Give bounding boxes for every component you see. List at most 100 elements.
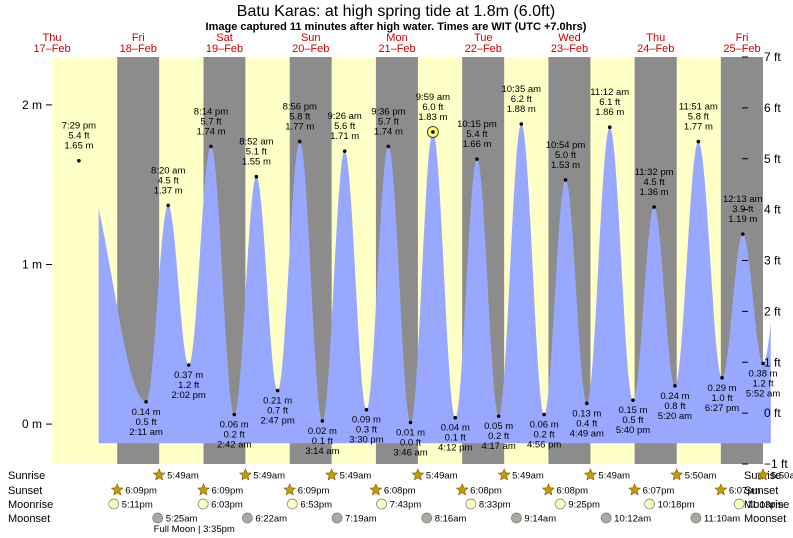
high-tide-ft: 4.5 ft [644,177,665,188]
sunrise-icon [670,468,684,481]
high-tide-time: 11:12 am [590,87,629,98]
low-tide-m-label: 0.09 m [352,415,381,426]
sunrise-time: 5:50am [685,471,717,482]
tide-point [761,361,765,366]
low-tide-ft: 0.3 ft [356,425,377,436]
moonset-icon [600,512,612,524]
high-tide-time: 11:51 am [679,102,718,113]
low-tide-time: 2:47 pm [260,416,294,427]
day-date-label: 17–Feb [33,43,70,55]
day-of-week-label: Sat [216,32,233,44]
high-tide-m-label: 1.74 m [374,126,403,137]
day-date-label: 25–Feb [723,43,760,55]
high-tide-time: 9:36 pm [371,106,405,117]
moonset-time: 11:10am [704,514,740,525]
low-tide-time: 4:12 pm [438,443,472,454]
high-tide-ft: 5.8 ft [688,112,709,123]
low-tide-ft: 0.1 ft [445,433,466,444]
high-tide-ft: 5.4 ft [68,131,89,142]
low-tide-time: 2:02 pm [172,390,206,401]
moonrise-icon [108,498,120,510]
moonset-icon [242,512,253,524]
moonrise-icon [554,498,566,510]
sunrise-time: 5:49am [167,471,199,482]
sunset-icon [110,483,124,496]
high-tide-m-label: 1.86 m [595,107,624,118]
row-label-left: Moonrise [8,499,53,511]
sunrise-icon [411,468,425,481]
high-tide-m-label: 1.71 m [330,131,359,142]
moonset-time: 5:25am [166,514,198,525]
chart-title: Batu Karas: at high spring tide at 1.8m … [237,3,555,20]
moonrise-time: 8:33pm [479,500,511,511]
day-of-week-label: Sun [301,32,321,44]
tide-point [186,363,191,367]
low-tide-time: 3:30 pm [349,435,383,446]
tide-point [232,412,237,417]
right-axis-label: 2 ft [764,304,781,318]
high-tide-m-label: 1.36 m [640,187,669,198]
day-date-label: 23–Feb [551,43,588,55]
low-tide-m-label: 0.14 m [132,407,161,418]
low-tide-m-label: 0.29 m [708,383,737,394]
low-tide-ft: 0.7 ft [267,406,288,417]
high-tide-ft: 6.2 ft [511,94,532,105]
low-tide-ft: 1.0 ft [711,393,732,404]
low-tide-time: 5:52 am [746,388,780,399]
high-tide-ft: 3.9 ft [732,204,753,215]
low-tide-ft: 0.4 ft [576,418,597,429]
moonset-time: 8:16am [435,514,467,525]
tide-point [254,174,259,179]
tide-curve-area [98,124,771,444]
low-tide-m-label: 0.13 m [572,408,601,419]
row-label-left: Sunset [8,485,42,497]
sunset-time: 6:08pm [556,486,588,497]
low-tide-time: 3:46 am [393,448,427,459]
moonrise-time: 10:18pm [658,500,695,511]
low-tide-ft: 0.2 ft [488,431,509,442]
high-tide-m-label: 1.19 m [728,214,757,225]
sunrise-time: 5:49am [340,471,372,482]
high-tide-time: 9:59 am [416,92,450,103]
tide-point [209,144,213,149]
moonset-icon [511,512,522,524]
high-tide-ft: 5.1 ft [246,147,267,158]
low-tide-ft: 0.8 ft [664,401,685,412]
high-tide-m-label: 1.77 m [285,122,314,133]
moonrise-icon [376,498,387,510]
day-of-week-label: Mon [386,32,407,44]
moonset-time: 6:22am [255,514,287,525]
high-tide-m-label: 1.74 m [196,126,225,137]
sunset-time: 6:09pm [298,486,330,497]
sunset-icon [714,483,728,496]
moonset-time: 7:19am [345,514,377,525]
sunrise-icon [238,468,252,481]
moonset-icon [421,512,433,524]
moonrise-icon [644,498,655,510]
low-tide-ft: 0.5 ft [622,415,643,426]
tide-point [496,414,501,418]
high-tide-time: 10:15 pm [457,119,497,130]
low-tide-m-label: 0.37 m [174,370,203,381]
tide-point [652,205,656,209]
low-tide-m-label: 0.38 m [749,368,778,379]
sunrise-icon [325,468,339,481]
sunset-time: 6:09pm [125,486,157,497]
high-tide-m-label: 1.88 m [507,104,536,115]
sunset-icon [369,483,383,496]
tide-point [740,232,745,236]
high-tide-time: 7:29 pm [62,121,96,132]
right-axis-label: −1 ft [764,457,788,471]
high-tide-time: 9:26 am [327,111,361,122]
high-tide-m-label: 1.83 m [418,112,447,123]
sunset-icon [628,483,642,496]
sunrise-time: 5:49am [598,471,630,482]
high-tide-time: 10:35 am [501,84,541,95]
tide-point [364,407,369,412]
moonrise-time: 7:43pm [390,500,422,511]
low-tide-ft: 0.1 ft [312,436,333,447]
moonset-icon [331,512,343,524]
high-tide-time: 12:13 am [723,194,763,205]
moonrise-icon [287,498,298,510]
